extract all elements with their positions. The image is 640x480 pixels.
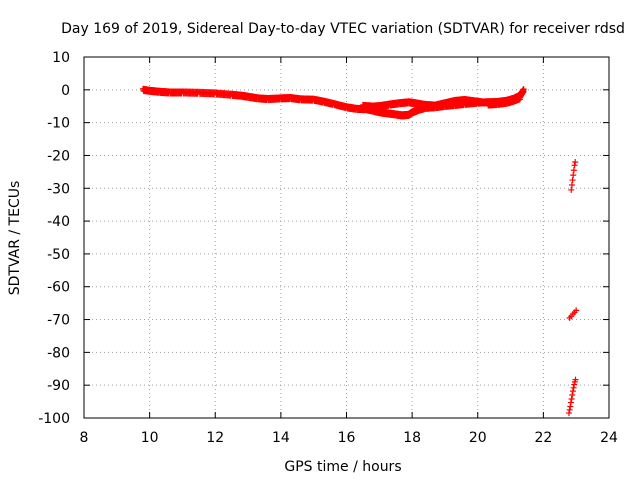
data-point — [481, 98, 488, 105]
series-outlier-group-3 — [565, 376, 579, 417]
x-axis-title: GPS time / hours — [284, 459, 401, 475]
data-point — [569, 388, 576, 395]
x-tick-label: 12 — [206, 430, 224, 446]
y-tick-label: -90 — [47, 378, 70, 394]
y-tick-labels: 10 0 -10 -20 -30 -40 -50 -60 -70 -80 -90 -100 — [38, 50, 70, 427]
y-axis-title: SDTVAR / TECUs — [7, 181, 23, 296]
data-point — [520, 86, 527, 93]
data-point — [570, 167, 577, 174]
data-point — [570, 384, 577, 391]
data-point — [570, 172, 577, 179]
x-tick-label: 22 — [534, 430, 552, 446]
data-point — [572, 159, 579, 166]
data-point — [568, 186, 575, 193]
y-tick-label: -100 — [38, 411, 70, 427]
data-point — [573, 307, 580, 314]
x-tick-label: 14 — [272, 430, 290, 446]
y-tick-label: -70 — [47, 313, 70, 329]
data-point — [568, 181, 575, 188]
y-tick-label: -40 — [47, 214, 70, 230]
x-tick-label: 8 — [80, 430, 89, 446]
y-tick-label: -80 — [47, 345, 70, 361]
data-point — [565, 410, 572, 417]
data-point — [569, 177, 576, 184]
series-outlier-group-1 — [568, 159, 579, 193]
data-point — [571, 381, 578, 388]
data-point — [568, 395, 575, 402]
series-outlier-group-2 — [566, 307, 580, 321]
y-tick-label: 0 — [61, 83, 70, 99]
data-point — [572, 376, 579, 383]
series-main-trace-upper-band — [359, 96, 488, 111]
data-point — [567, 399, 574, 406]
x-tick-labels: 8 10 12 14 16 18 20 22 24 — [80, 430, 618, 446]
y-tick-label: 10 — [52, 50, 70, 66]
y-tick-label: -10 — [47, 116, 70, 132]
x-tick-label: 24 — [600, 430, 618, 446]
grid-layer — [84, 57, 609, 418]
x-tick-label: 18 — [403, 430, 421, 446]
series-main-trace-lower-band — [484, 94, 524, 109]
data-point — [567, 403, 574, 410]
y-tick-label: -60 — [47, 280, 70, 296]
data-point — [566, 406, 573, 413]
x-tick-label: 16 — [338, 430, 356, 446]
tick-layer — [83, 56, 610, 419]
data-point — [571, 162, 578, 169]
chart-title: Day 169 of 2019, Sidereal Day-to-day VTE… — [61, 21, 625, 37]
y-tick-label: -50 — [47, 247, 70, 263]
data-point — [517, 94, 524, 101]
y-tick-label: -30 — [47, 181, 70, 197]
y-tick-label: -20 — [47, 148, 70, 164]
points-layer — [140, 85, 580, 417]
data-point — [569, 392, 576, 399]
x-tick-label: 20 — [469, 430, 487, 446]
x-tick-label: 10 — [141, 430, 159, 446]
